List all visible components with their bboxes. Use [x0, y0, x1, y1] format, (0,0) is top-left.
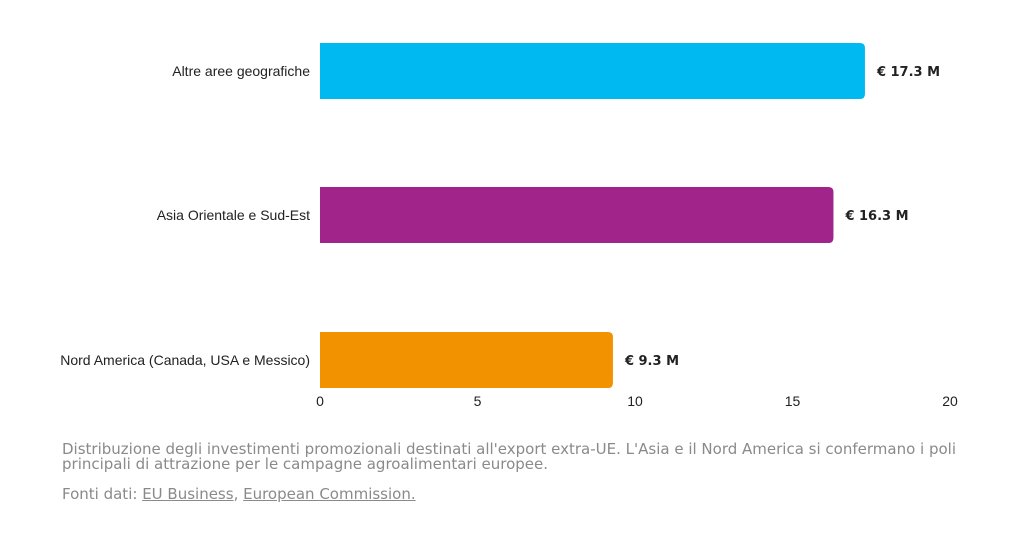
value-label-2: € 9.3 M — [624, 354, 679, 369]
source-link-european-commission[interactable]: European Commission. — [243, 485, 416, 503]
x-tick-label-1: 5 — [474, 393, 482, 409]
chart-caption: Distribuzione degli investimenti promozi… — [62, 440, 956, 473]
bar-0 — [320, 43, 865, 99]
x-tick-label-4: 20 — [942, 393, 958, 409]
category-label-1: Asia Orientale e Sud-Est — [157, 207, 310, 223]
value-label-0: € 17.3 M — [876, 65, 940, 80]
sources-prefix: Fonti dati: — [62, 485, 143, 503]
bar-chart: Altre aree geografiche € 17.3 M Asia Orien… — [60, 43, 958, 409]
x-tick-label-3: 15 — [785, 393, 801, 409]
bar-2 — [320, 332, 613, 388]
category-label-0: Altre aree geografiche — [172, 63, 310, 79]
sources-line: Fonti dati: EU Business, European Commis… — [62, 485, 416, 503]
source-link-eu-business[interactable]: EU Business — [142, 485, 234, 503]
value-label-1: € 16.3 M — [844, 209, 908, 224]
category-label-2: Nord America (Canada, USA e Messico) — [60, 352, 310, 368]
x-tick-label-0: 0 — [316, 393, 324, 409]
x-tick-label-2: 10 — [627, 393, 643, 409]
bar-1 — [320, 187, 834, 243]
sources-separator: , — [233, 485, 244, 503]
